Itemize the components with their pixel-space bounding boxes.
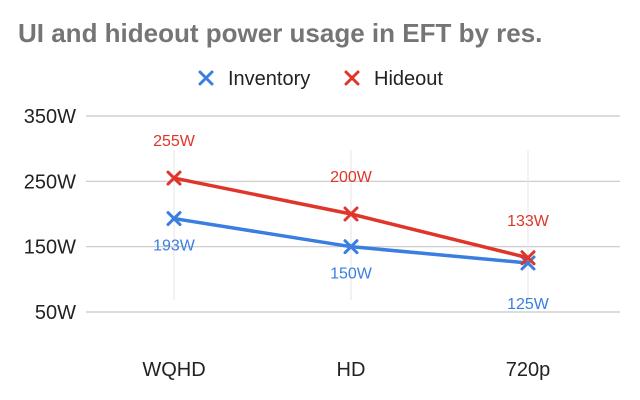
x-tick-label: 720p: [506, 359, 551, 381]
data-label: 133W: [507, 213, 550, 230]
data-label: 125W: [507, 296, 550, 313]
data-point-hideout: [520, 250, 536, 266]
legend-label: Inventory: [228, 68, 310, 90]
data-point-inventory: [520, 255, 536, 271]
data-label: 255W: [153, 133, 196, 150]
legend-marker-hideout: [344, 70, 360, 86]
data-label: 193W: [153, 238, 196, 255]
chart-title: UI and hideout power usage in EFT by res…: [18, 18, 543, 48]
legend-marker-inventory: [198, 70, 214, 86]
data-label: 200W: [330, 169, 373, 186]
y-tick-label: 350W: [24, 106, 76, 128]
data-point-hideout: [166, 170, 182, 186]
y-tick-label: 150W: [24, 237, 76, 259]
legend-label: Hideout: [374, 68, 443, 90]
y-tick-label: 250W: [24, 171, 76, 193]
data-label: 150W: [330, 266, 373, 283]
x-tick-label: HD: [337, 359, 366, 381]
x-tick-label: WQHD: [142, 359, 205, 381]
data-point-inventory: [166, 211, 182, 227]
data-point-inventory: [343, 239, 359, 255]
y-tick-label: 50W: [35, 302, 76, 324]
data-point-hideout: [343, 206, 359, 222]
